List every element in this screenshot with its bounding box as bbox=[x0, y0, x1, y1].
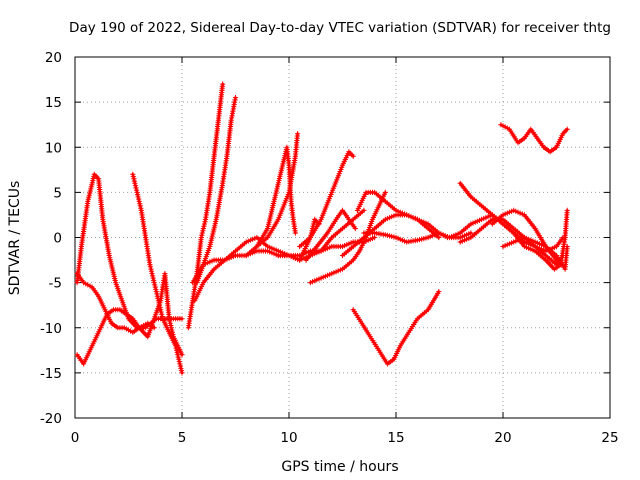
series-markers bbox=[130, 171, 185, 376]
series-arc-10 bbox=[254, 131, 301, 250]
y-tick-label: -10 bbox=[40, 321, 62, 337]
series-arc-14 bbox=[307, 189, 388, 286]
data-series bbox=[74, 81, 570, 376]
series-markers bbox=[350, 289, 442, 367]
series-arc-17 bbox=[361, 230, 474, 245]
series-arc-13 bbox=[303, 207, 358, 263]
axis-ticks: 0 5 10 15 20 25 -20 -15 -10 -5 0 5 10 15 20 bbox=[40, 50, 619, 446]
series-markers bbox=[457, 180, 564, 272]
x-tick-label: 15 bbox=[387, 430, 404, 446]
series-arc-24 bbox=[498, 122, 570, 155]
series-markers bbox=[303, 207, 358, 263]
series-markers bbox=[74, 271, 185, 367]
series-arc-12 bbox=[297, 149, 356, 250]
series-arc-16 bbox=[354, 189, 450, 241]
series-markers bbox=[74, 271, 157, 335]
x-tick-label: 0 bbox=[71, 430, 80, 446]
y-tick-label: 0 bbox=[53, 231, 62, 247]
y-tick-label: -20 bbox=[40, 411, 62, 427]
series-arc-23 bbox=[500, 234, 570, 272]
series-arc-4 bbox=[74, 271, 157, 335]
series-markers bbox=[361, 230, 474, 245]
y-tick-label: 5 bbox=[53, 185, 62, 201]
x-tick-label: 5 bbox=[178, 430, 187, 446]
y-tick-label: -5 bbox=[49, 276, 62, 292]
series-arc-21 bbox=[457, 180, 564, 272]
series-arc-3 bbox=[74, 271, 185, 367]
series-markers bbox=[297, 149, 356, 250]
series-markers bbox=[307, 189, 388, 286]
chart-title: Day 190 of 2022, Sidereal Day-to-day VTE… bbox=[69, 20, 611, 36]
series-arc-18 bbox=[350, 289, 442, 367]
x-axis-label: GPS time / hours bbox=[281, 459, 398, 475]
y-tick-label: 20 bbox=[45, 50, 62, 66]
x-tick-label: 20 bbox=[494, 430, 511, 446]
y-axis-label: SDTVAR / TECUs bbox=[7, 181, 23, 296]
x-tick-label: 10 bbox=[280, 430, 297, 446]
series-markers bbox=[254, 131, 301, 250]
y-tick-label: 15 bbox=[45, 95, 62, 111]
series-markers bbox=[498, 122, 570, 155]
x-tick-label: 25 bbox=[601, 430, 618, 446]
y-tick-label: 10 bbox=[45, 140, 62, 156]
series-markers bbox=[500, 234, 570, 272]
y-tick-label: -15 bbox=[40, 366, 62, 382]
